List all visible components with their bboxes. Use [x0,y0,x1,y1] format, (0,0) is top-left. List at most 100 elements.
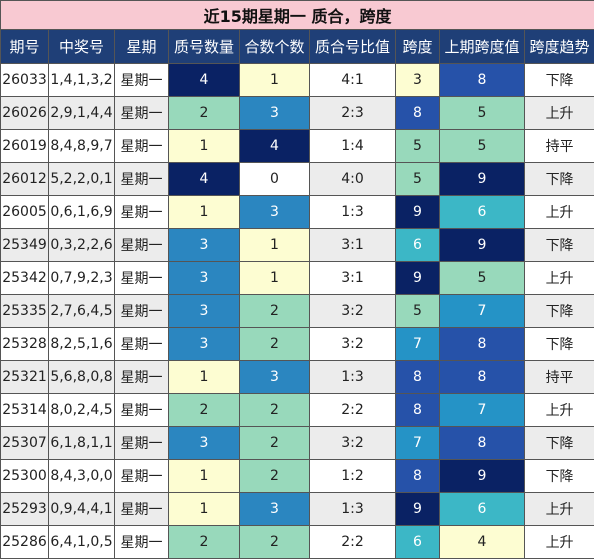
cell-prev-span: 5 [440,130,525,163]
cell-trend: 上升 [525,196,594,229]
cell-ratio: 1:3 [310,361,396,394]
cell-trend: 上升 [525,394,594,427]
cell-weekday: 星期一 [115,229,169,262]
cell-composite-count: 1 [240,262,310,295]
header-trend: 跨度趋势 [525,30,594,64]
header-span: 跨度 [396,30,440,64]
cell-span: 8 [396,460,440,493]
cell-weekday: 星期一 [115,295,169,328]
header-ratio: 质合号比值 [310,30,396,64]
cell-composite-count: 2 [240,394,310,427]
cell-ratio: 3:1 [310,229,396,262]
cell-weekday: 星期一 [115,97,169,130]
cell-span: 9 [396,262,440,295]
cell-weekday: 星期一 [115,262,169,295]
cell-prev-span: 5 [440,262,525,295]
cell-issue: 25293 [1,493,49,526]
cell-prime-count: 1 [169,460,240,493]
cell-weekday: 星期一 [115,196,169,229]
header-numbers: 中奖号 [49,30,115,64]
cell-prev-span: 7 [440,295,525,328]
cell-span: 5 [396,130,440,163]
cell-issue: 25300 [1,460,49,493]
cell-weekday: 星期一 [115,361,169,394]
cell-numbers: 0,3,2,2,6 [49,229,115,262]
cell-composite-count: 2 [240,460,310,493]
cell-numbers: 5,2,2,0,1 [49,163,115,196]
cell-composite-count: 3 [240,196,310,229]
cell-numbers: 2,9,1,4,4 [49,97,115,130]
cell-prime-count: 4 [169,163,240,196]
cell-prev-span: 9 [440,460,525,493]
cell-numbers: 6,4,1,0,5 [49,526,115,559]
cell-issue: 26005 [1,196,49,229]
cell-weekday: 星期一 [115,130,169,163]
cell-numbers: 2,7,6,4,5 [49,295,115,328]
cell-numbers: 8,0,2,4,5 [49,394,115,427]
cell-composite-count: 2 [240,295,310,328]
title-row: 近15期星期一 质合，跨度 [1,1,594,30]
header-row: 期号 中奖号 星期 质号数量 合数个数 质合号比值 跨度 上期跨度值 跨度趋势 [1,30,594,64]
cell-weekday: 星期一 [115,64,169,97]
header-weekday: 星期 [115,30,169,64]
header-prev-span: 上期跨度值 [440,30,525,64]
cell-composite-count: 1 [240,64,310,97]
cell-numbers: 1,4,1,3,2 [49,64,115,97]
cell-span: 8 [396,394,440,427]
cell-prime-count: 3 [169,229,240,262]
cell-ratio: 3:1 [310,262,396,295]
cell-issue: 25307 [1,427,49,460]
cell-numbers: 5,6,8,0,8 [49,361,115,394]
cell-span: 6 [396,526,440,559]
cell-ratio: 3:2 [310,328,396,361]
cell-ratio: 2:2 [310,394,396,427]
cell-prev-span: 9 [440,229,525,262]
cell-trend: 上升 [525,493,594,526]
cell-trend: 下降 [525,460,594,493]
cell-prev-span: 8 [440,64,525,97]
cell-weekday: 星期一 [115,394,169,427]
cell-prev-span: 8 [440,361,525,394]
cell-prime-count: 2 [169,526,240,559]
cell-trend: 下降 [525,64,594,97]
cell-issue: 25335 [1,295,49,328]
cell-prime-count: 3 [169,427,240,460]
cell-prev-span: 5 [440,97,525,130]
header-composite-count: 合数个数 [240,30,310,64]
cell-ratio: 4:1 [310,64,396,97]
cell-span: 5 [396,295,440,328]
cell-composite-count: 3 [240,493,310,526]
cell-ratio: 2:2 [310,526,396,559]
cell-weekday: 星期一 [115,493,169,526]
cell-ratio: 1:3 [310,196,396,229]
cell-issue: 25349 [1,229,49,262]
cell-weekday: 星期一 [115,460,169,493]
cell-weekday: 星期一 [115,328,169,361]
cell-numbers: 0,7,9,2,3 [49,262,115,295]
cell-numbers: 8,4,3,0,0 [49,460,115,493]
header-prime-count: 质号数量 [169,30,240,64]
table-title: 近15期星期一 质合，跨度 [1,1,594,30]
cell-weekday: 星期一 [115,427,169,460]
cell-trend: 持平 [525,361,594,394]
cell-composite-count: 2 [240,328,310,361]
cell-composite-count: 1 [240,229,310,262]
cell-trend: 下降 [525,229,594,262]
cell-numbers: 0,6,1,6,9 [49,196,115,229]
cell-issue: 26033 [1,64,49,97]
cell-trend: 下降 [525,427,594,460]
cell-ratio: 3:2 [310,295,396,328]
cell-span: 9 [396,493,440,526]
cell-ratio: 1:2 [310,460,396,493]
